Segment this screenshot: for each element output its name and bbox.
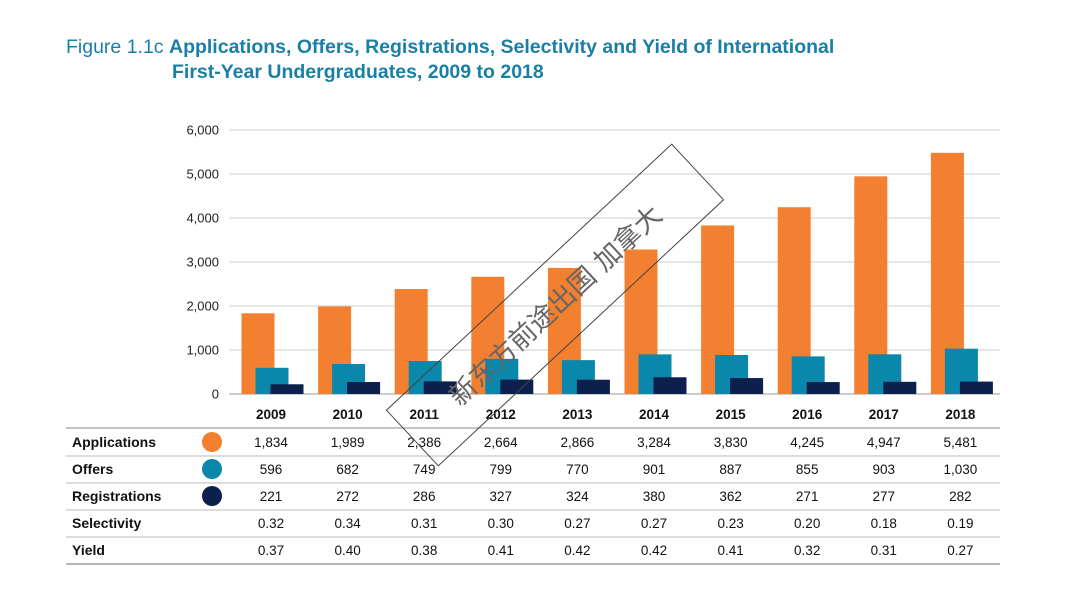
table-cell: 0.40 [334, 543, 360, 558]
y-tick-label: 0 [212, 387, 219, 402]
y-tick-label: 4,000 [186, 211, 219, 226]
table-cell: 0.41 [717, 543, 743, 558]
watermark-frame [385, 143, 725, 467]
table-cell: 799 [490, 462, 513, 477]
table-cell: 0.18 [871, 516, 897, 531]
table-cell: 0.27 [641, 516, 667, 531]
table-cell: 1,834 [254, 435, 288, 450]
table-cell: 327 [490, 489, 513, 504]
table-row-label: Selectivity [72, 515, 141, 531]
table-cell: 0.27 [947, 543, 973, 558]
table-cell: 362 [719, 489, 742, 504]
table-cell: 0.30 [488, 516, 514, 531]
table-cell: 272 [336, 489, 359, 504]
x-tick-label: 2011 [410, 407, 440, 422]
x-tick-label: 2016 [792, 407, 823, 422]
bar-registrations-2015 [730, 378, 764, 394]
table-cell: 0.27 [564, 516, 590, 531]
table-cell: 0.32 [258, 516, 284, 531]
figure-title-line2: First-Year Undergraduates, 2009 to 2018 [172, 61, 544, 83]
y-tick-label: 1,000 [186, 343, 219, 358]
table-cell: 1,030 [944, 462, 978, 477]
figure-number: Figure 1.1c [66, 36, 164, 58]
table-cell: 770 [566, 462, 589, 477]
y-tick-label: 5,000 [186, 167, 219, 182]
table-cell: 380 [643, 489, 666, 504]
table-cell: 887 [719, 462, 742, 477]
table-cell: 2,664 [484, 435, 518, 450]
bar-registrations-2018 [959, 381, 993, 394]
table-cell: 596 [260, 462, 283, 477]
table-cell: 277 [873, 489, 896, 504]
table-cell: 4,947 [867, 435, 901, 450]
table-cell: 3,284 [637, 435, 671, 450]
table-cell: 749 [413, 462, 436, 477]
table-cell: 0.32 [794, 543, 820, 558]
bar-registrations-2016 [806, 382, 840, 394]
legend-marker-applications [202, 432, 222, 452]
table-cell: 3,830 [714, 435, 748, 450]
table-cell: 903 [873, 462, 896, 477]
table-cell: 901 [643, 462, 666, 477]
table-row-label: Offers [72, 461, 113, 477]
y-tick-label: 6,000 [186, 123, 219, 138]
x-tick-label: 2017 [869, 407, 899, 422]
table-cell: 0.38 [411, 543, 437, 558]
table-cell: 0.41 [488, 543, 514, 558]
table-cell: 5,481 [944, 435, 978, 450]
table-row-label: Registrations [72, 488, 162, 504]
x-tick-label: 2018 [945, 407, 976, 422]
x-tick-label: 2012 [486, 407, 516, 422]
x-tick-label: 2009 [256, 407, 286, 422]
x-tick-label: 2015 [716, 407, 747, 422]
table-cell: 0.31 [411, 516, 437, 531]
table-cell: 324 [566, 489, 589, 504]
bar-registrations-2013 [576, 379, 610, 394]
table-cell: 271 [796, 489, 819, 504]
table-cell: 2,386 [407, 435, 441, 450]
table-cell: 0.19 [947, 516, 973, 531]
figure-title: Figure 1.1c Applications, Offers, Regist… [66, 35, 966, 85]
x-tick-label: 2010 [333, 407, 363, 422]
table-cell: 855 [796, 462, 819, 477]
bar-registrations-2014 [653, 377, 687, 394]
table-cell: 682 [336, 462, 359, 477]
table-cell: 0.34 [334, 516, 361, 531]
figure-title-line1: Applications, Offers, Registrations, Sel… [168, 36, 835, 58]
table-cell: 282 [949, 489, 972, 504]
table-cell: 1,989 [331, 435, 365, 450]
bar-registrations-2017 [883, 381, 917, 394]
table-cell: 0.23 [717, 516, 743, 531]
table-row-label: Applications [72, 434, 156, 450]
bar-registrations-2012 [500, 379, 534, 394]
y-tick-label: 2,000 [186, 299, 219, 314]
y-tick-label: 3,000 [186, 255, 219, 270]
table-row-label: Yield [72, 542, 105, 558]
bar-registrations-2009 [270, 384, 304, 394]
table-cell: 0.20 [794, 516, 820, 531]
table-cell: 0.37 [258, 543, 284, 558]
legend-marker-registrations [202, 486, 222, 506]
table-cell: 4,245 [790, 435, 824, 450]
table-cell: 0.42 [641, 543, 667, 558]
bar-registrations-2011 [423, 381, 457, 394]
table-cell: 2,866 [561, 435, 595, 450]
x-tick-label: 2014 [639, 407, 670, 422]
legend-marker-offers [202, 459, 222, 479]
table-cell: 286 [413, 489, 436, 504]
bar-registrations-2010 [347, 382, 381, 394]
table-cell: 0.42 [564, 543, 590, 558]
table-cell: 0.31 [871, 543, 897, 558]
table-cell: 221 [260, 489, 283, 504]
x-tick-label: 2013 [562, 407, 593, 422]
